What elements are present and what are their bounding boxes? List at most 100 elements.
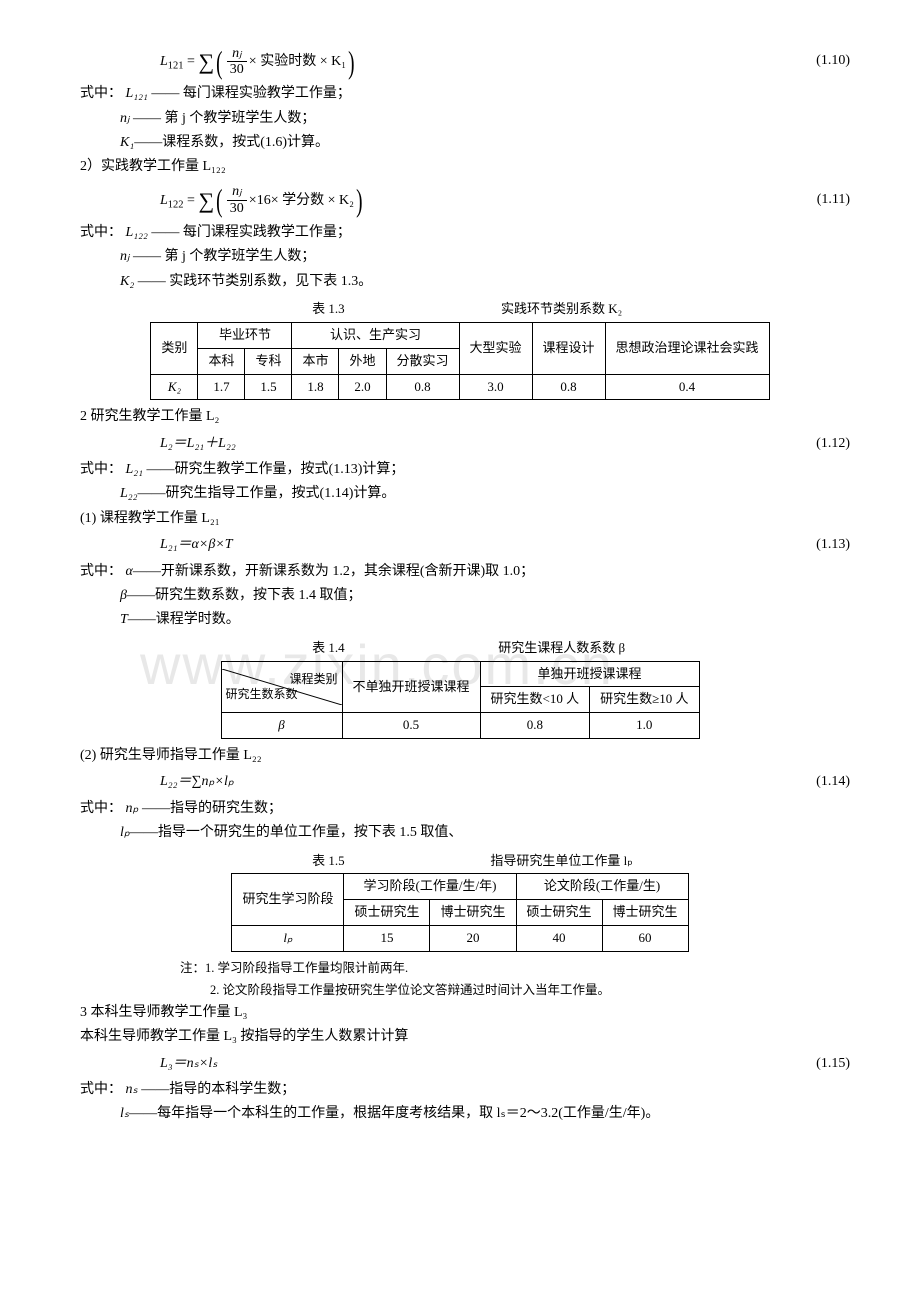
w113-1b: ——开新课系数，开新课系数为 1.2，其余课程(含新开课)取 1.0； xyxy=(133,564,534,579)
t13-out: 外地 xyxy=(339,348,386,374)
section-c2: (2) 研究生导师指导工作量 L₂₂ xyxy=(60,745,860,767)
w113-3a: T xyxy=(120,612,128,627)
eq-num-113: (1.13) xyxy=(816,534,860,556)
t13-prac: 认识、生产实习 xyxy=(292,322,459,348)
t13-cap-l: 表 1.3 xyxy=(228,299,428,320)
w112-1a: L₂₁ xyxy=(126,462,144,477)
t14-nosep: 不单独开班授课课程 xyxy=(342,661,480,713)
equation-1-11: L122 = ∑(nⱼ30×16× 学分数 × K₂) (1.11) xyxy=(60,183,860,218)
section-c1: (1) 课程教学工作量 L₂₁ xyxy=(60,508,860,530)
diagonal-header: 课程类别 研究生数系数 xyxy=(222,669,342,705)
t15-ms2: 硕士研究生 xyxy=(516,900,602,926)
w111-1a: L₁₂₂ xyxy=(126,225,148,240)
t15-study: 学习阶段(工作量/生/年) xyxy=(344,874,516,900)
t13-cap-r: 实践环节类别系数 K₂ xyxy=(501,301,622,316)
equation-1-12: L₂＝L₂₁＋L₂₂ (1.12) xyxy=(60,433,860,455)
eq111-num: nⱼ xyxy=(227,184,247,200)
w114-lbl: 式中： xyxy=(60,798,122,820)
t14-cap-l: 表 1.4 xyxy=(228,638,428,659)
t15-v4: 60 xyxy=(602,925,688,951)
t13-cat: 类别 xyxy=(151,322,198,374)
w113-3b: ——课程学时数。 xyxy=(128,612,240,627)
t13-v2: 1.5 xyxy=(245,374,292,400)
table15-note2: 2. 论文阶段指导工作量按研究生学位论文答辩通过时间计入当年工作量。 xyxy=(60,980,860,1000)
t14-v1: 0.5 xyxy=(342,713,480,739)
table-1-5: 研究生学习阶段 学习阶段(工作量/生/年) 论文阶段(工作量/生) 硕士研究生 … xyxy=(231,873,688,951)
t14-diag-bl: 研究生数系数 xyxy=(226,685,298,704)
section-ug: 3 本科生导师教学工作量 L₃ xyxy=(60,1002,860,1024)
w114-1a: nₚ xyxy=(126,801,139,816)
t15-thesis: 论文阶段(工作量/生) xyxy=(516,874,688,900)
eq-num-110: (1.10) xyxy=(816,50,860,72)
table-1-4: 课程类别 研究生数系数 不单独开班授课课程 单独开班授课课程 研究生数<10 人… xyxy=(221,661,700,739)
w112-lbl: 式中： xyxy=(60,459,122,481)
eq112-body: L₂＝L₂₁＋L₂₂ xyxy=(60,433,236,455)
eq110-num: nⱼ xyxy=(227,46,247,62)
table13-caption: 表 1.3 实践环节类别系数 K₂ xyxy=(60,299,860,320)
t15-v3: 40 xyxy=(516,925,602,951)
w113-2b: ——研究生数系数，按下表 1.4 取值； xyxy=(127,588,362,603)
w111-1b: —— 每门课程实践教学工作量； xyxy=(151,225,351,240)
w115-lbl: 式中： xyxy=(60,1079,122,1101)
w110-3b: ——课程系数，按式(1.6)计算。 xyxy=(134,135,329,150)
table14-caption: 表 1.4 研究生课程人数系数 β xyxy=(60,638,860,659)
w115-2b: ——每年指导一个本科生的工作量，根据年度考核结果，取 lₛ＝2～3.2(工作量/… xyxy=(129,1106,659,1121)
eq115-body: L₃＝nₛ×lₛ xyxy=(60,1053,217,1075)
t15-phd1: 博士研究生 xyxy=(430,900,516,926)
t14-cap-r: 研究生课程人数系数 β xyxy=(498,640,625,655)
t14-rowb: β xyxy=(221,713,342,739)
w112-1b: ——研究生教学工作量，按式(1.13)计算； xyxy=(147,462,405,477)
eq-num-112: (1.12) xyxy=(816,433,860,455)
equation-1-13: L₂₁＝α×β×T (1.13) xyxy=(60,534,860,556)
w113-1a: α xyxy=(126,564,133,579)
t14-sep: 单独开班授课课程 xyxy=(480,661,699,687)
w115-1a: nₛ xyxy=(126,1082,138,1097)
t13-local: 本市 xyxy=(292,348,339,374)
t15-stage: 研究生学习阶段 xyxy=(232,874,344,926)
table15-note1: 注：1. 学习阶段指导工作量均限计前两年. xyxy=(60,958,860,978)
w110-1b: —— 每门课程实验教学工作量； xyxy=(151,86,351,101)
t14-v3: 1.0 xyxy=(590,713,699,739)
t14-lt10: 研究生数<10 人 xyxy=(480,687,590,713)
t13-v4: 2.0 xyxy=(339,374,386,400)
eq-num-111: (1.11) xyxy=(817,189,860,211)
w111-2a: nⱼ xyxy=(120,249,129,264)
w115-1b: ——指导的本科学生数； xyxy=(141,1082,295,1097)
t15-cap-r: 指导研究生单位工作量 lₚ xyxy=(490,853,632,868)
t15-v1: 15 xyxy=(344,925,430,951)
w110-1a: L₁₂₁ xyxy=(126,86,148,101)
t13-v8: 0.4 xyxy=(605,374,769,400)
t13-v5: 0.8 xyxy=(386,374,459,400)
t13-rowk: K₂ xyxy=(151,374,198,400)
eq-num-114: (1.14) xyxy=(816,771,860,793)
t13-grad: 毕业环节 xyxy=(198,322,292,348)
eq110-den: 30 xyxy=(227,62,247,77)
w113-lbl: 式中： xyxy=(60,561,122,583)
where-label: 式中： xyxy=(60,83,122,105)
table15-caption: 表 1.5 指导研究生单位工作量 lₚ xyxy=(60,851,860,872)
equation-1-15: L₃＝nₛ×lₛ (1.15) xyxy=(60,1053,860,1075)
t13-exp: 大型实验 xyxy=(459,322,532,374)
t13-v7: 0.8 xyxy=(532,374,605,400)
w115-2a: lₛ xyxy=(120,1106,129,1121)
equation-1-14: L₂₂＝∑nₚ×lₚ (1.14) xyxy=(60,771,860,793)
eq111-den: 30 xyxy=(227,201,247,216)
table-1-3: 类别 毕业环节 认识、生产实习 大型实验 课程设计 思想政治理论课社会实践 本科… xyxy=(150,322,769,400)
eq114-body: L₂₂＝∑nₚ×lₚ xyxy=(60,771,234,793)
t15-rowl: lₚ xyxy=(232,925,344,951)
w112-2a: L₂₂ xyxy=(120,486,138,501)
eq-num-115: (1.15) xyxy=(816,1053,860,1075)
w112-2b: ——研究生指导工作量，按式(1.14)计算。 xyxy=(138,486,396,501)
w111-3a: K₂ xyxy=(120,274,134,289)
w111-3b: —— 实践环节类别系数，见下表 1.3。 xyxy=(138,274,373,289)
t15-v2: 20 xyxy=(430,925,516,951)
eq110-tail: × 实验时数 × K₁ xyxy=(249,54,346,69)
w111-lbl: 式中： xyxy=(60,222,122,244)
equation-1-10: L121 = ∑(nⱼ30× 实验时数 × K₁) (1.10) xyxy=(60,44,860,79)
t15-ms1: 硕士研究生 xyxy=(344,900,430,926)
t13-zk: 专科 xyxy=(245,348,292,374)
t15-phd2: 博士研究生 xyxy=(602,900,688,926)
eq113-body: L₂₁＝α×β×T xyxy=(60,534,233,556)
t13-bk: 本科 xyxy=(198,348,245,374)
w114-2a: lₚ xyxy=(120,825,130,840)
